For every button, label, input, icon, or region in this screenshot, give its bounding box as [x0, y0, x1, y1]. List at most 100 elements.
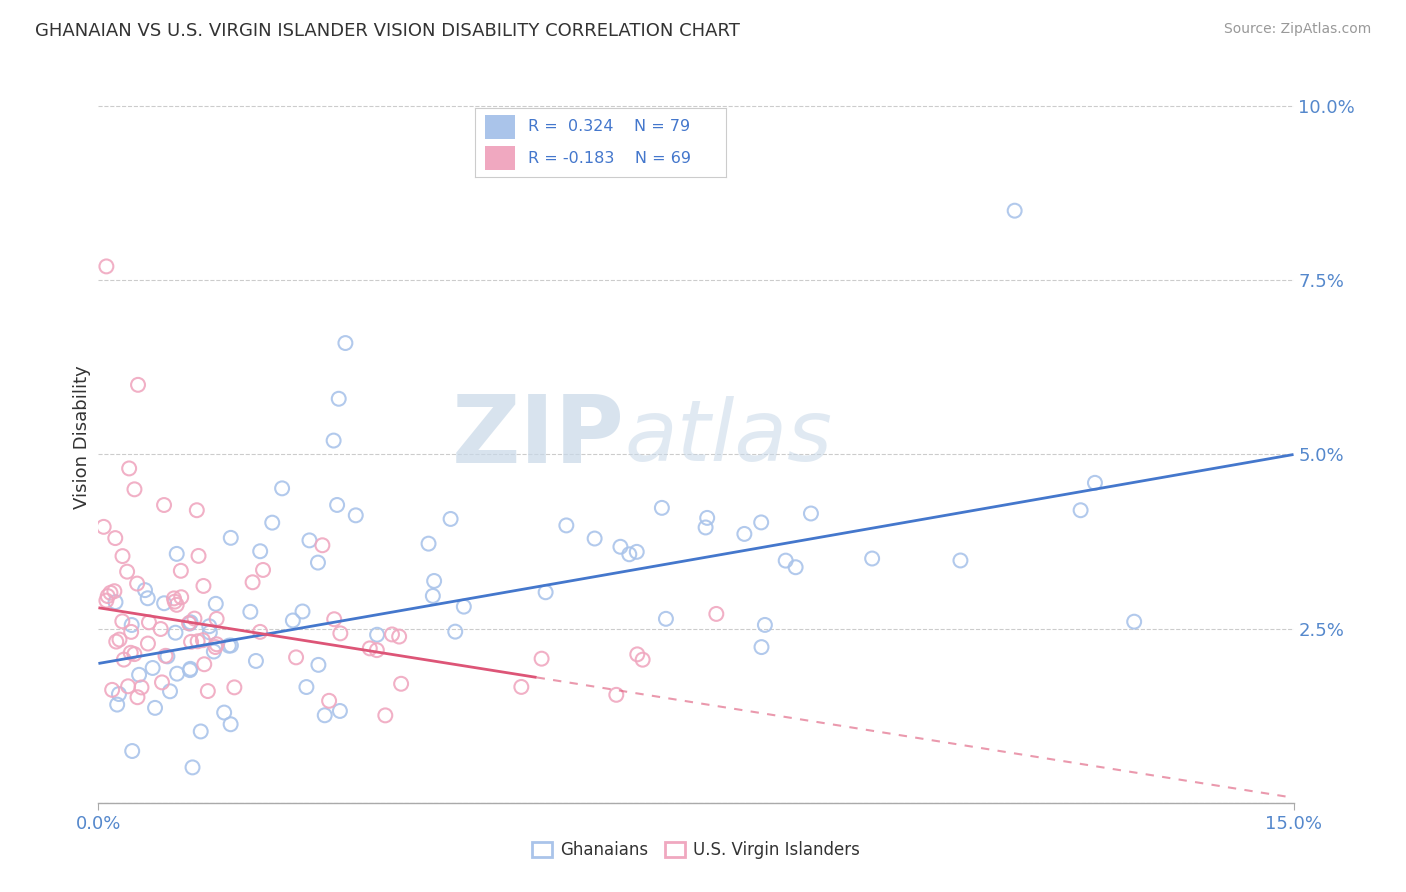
- Point: [609, 540, 631, 554]
- Point: [218, 639, 240, 653]
- Point: [754, 618, 776, 632]
- Point: [153, 596, 176, 610]
- Point: [323, 612, 346, 626]
- Point: [103, 584, 125, 599]
- Point: [444, 624, 467, 639]
- Point: [165, 625, 187, 640]
- Point: [219, 531, 242, 545]
- Point: [177, 616, 200, 631]
- Point: [115, 565, 138, 579]
- Point: [344, 508, 367, 523]
- Point: [193, 657, 215, 672]
- Point: [96, 260, 118, 274]
- Text: GHANAIAN VS U.S. VIRGIN ISLANDER VISION DISABILITY CORRELATION CHART: GHANAIAN VS U.S. VIRGIN ISLANDER VISION …: [35, 22, 740, 40]
- Point: [281, 614, 304, 628]
- Point: [239, 605, 262, 619]
- Point: [328, 392, 350, 406]
- Point: [249, 544, 271, 558]
- Point: [97, 589, 120, 603]
- Point: [1070, 503, 1092, 517]
- Point: [127, 377, 149, 392]
- Point: [138, 615, 160, 630]
- Point: [605, 688, 627, 702]
- Point: [180, 635, 202, 649]
- Point: [366, 643, 388, 657]
- Point: [631, 653, 654, 667]
- Point: [190, 724, 212, 739]
- Point: [249, 624, 271, 639]
- Point: [422, 589, 444, 603]
- Point: [104, 595, 127, 609]
- Point: [153, 498, 176, 512]
- Point: [159, 684, 181, 698]
- Point: [166, 598, 188, 612]
- Point: [695, 520, 717, 534]
- Point: [121, 744, 143, 758]
- Point: [534, 585, 557, 599]
- Point: [359, 641, 381, 656]
- Point: [127, 690, 149, 705]
- Point: [187, 549, 209, 563]
- Point: [285, 650, 308, 665]
- Point: [170, 564, 193, 578]
- Point: [193, 579, 215, 593]
- Point: [112, 652, 135, 666]
- Point: [733, 527, 755, 541]
- Point: [128, 667, 150, 681]
- Point: [626, 648, 648, 662]
- Point: [1123, 615, 1146, 629]
- Point: [860, 551, 883, 566]
- Point: [651, 500, 673, 515]
- Point: [124, 483, 146, 497]
- Point: [530, 651, 553, 665]
- Point: [311, 538, 333, 552]
- Point: [322, 434, 344, 448]
- Point: [751, 640, 773, 654]
- Point: [163, 591, 186, 606]
- Point: [366, 628, 388, 642]
- Point: [155, 648, 177, 663]
- Point: [197, 684, 219, 698]
- Point: [134, 583, 156, 598]
- Text: Source: ZipAtlas.com: Source: ZipAtlas.com: [1223, 22, 1371, 37]
- Point: [418, 536, 440, 550]
- Point: [704, 607, 727, 621]
- Point: [291, 605, 314, 619]
- Y-axis label: Vision Disability: Vision Disability: [73, 365, 91, 509]
- Point: [108, 632, 131, 647]
- Point: [111, 615, 134, 629]
- Point: [626, 545, 648, 559]
- Point: [242, 575, 264, 590]
- Point: [335, 336, 357, 351]
- Point: [439, 512, 461, 526]
- Point: [262, 516, 284, 530]
- Point: [149, 622, 172, 636]
- Point: [510, 680, 533, 694]
- Point: [143, 701, 166, 715]
- Point: [150, 675, 173, 690]
- Point: [307, 556, 329, 570]
- Point: [204, 597, 226, 611]
- Point: [96, 593, 118, 607]
- Point: [121, 618, 143, 632]
- Point: [318, 694, 340, 708]
- Point: [785, 560, 807, 574]
- Point: [191, 633, 214, 648]
- Point: [166, 547, 188, 561]
- Point: [186, 503, 208, 517]
- Point: [224, 681, 246, 695]
- Point: [555, 518, 578, 533]
- Point: [1004, 203, 1026, 218]
- Point: [314, 708, 336, 723]
- Point: [118, 461, 141, 475]
- Point: [179, 663, 201, 677]
- Point: [180, 615, 202, 630]
- Point: [298, 533, 321, 548]
- Point: [136, 636, 159, 650]
- Point: [105, 634, 128, 648]
- Point: [205, 612, 228, 626]
- Point: [219, 717, 242, 731]
- Point: [117, 679, 139, 693]
- Point: [329, 704, 352, 718]
- Point: [204, 640, 226, 654]
